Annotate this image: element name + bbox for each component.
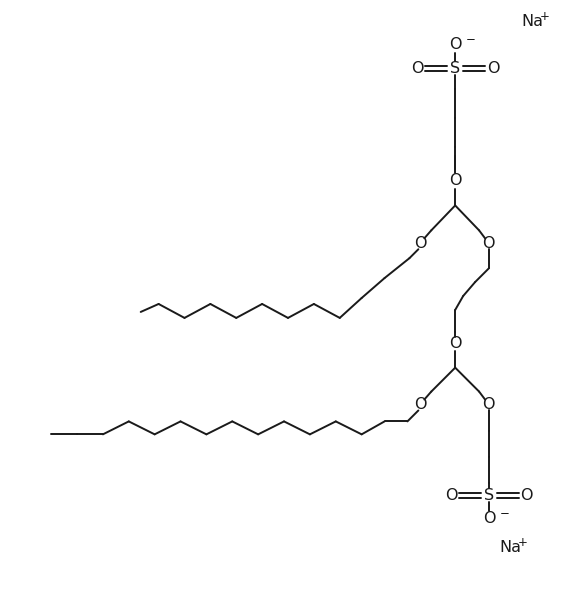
Text: Na: Na bbox=[521, 14, 543, 29]
Text: O: O bbox=[449, 36, 462, 52]
Text: +: + bbox=[540, 10, 550, 23]
Text: O: O bbox=[414, 236, 426, 251]
Text: +: + bbox=[518, 536, 528, 550]
Text: O: O bbox=[449, 336, 462, 351]
Text: O: O bbox=[414, 397, 426, 412]
Text: S: S bbox=[484, 487, 494, 502]
Text: −: − bbox=[500, 508, 510, 520]
Text: O: O bbox=[449, 173, 462, 188]
Text: −: − bbox=[466, 33, 476, 46]
Text: O: O bbox=[520, 487, 533, 502]
Text: S: S bbox=[450, 60, 460, 75]
Text: O: O bbox=[445, 487, 458, 502]
Text: Na: Na bbox=[499, 541, 521, 556]
Text: O: O bbox=[487, 60, 499, 75]
Text: O: O bbox=[411, 60, 424, 75]
Text: O: O bbox=[482, 236, 494, 251]
Text: O: O bbox=[482, 397, 494, 412]
Text: O: O bbox=[483, 511, 495, 526]
